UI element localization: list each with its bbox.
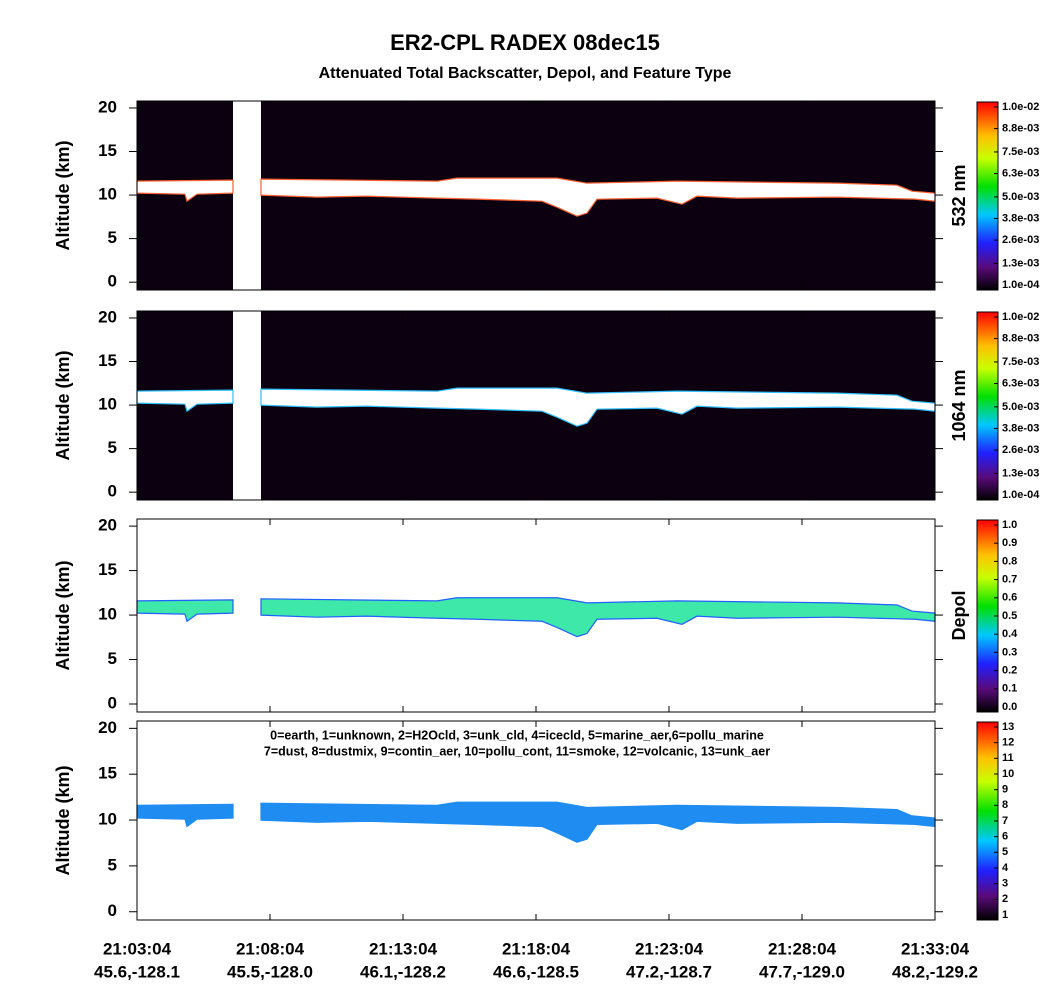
x-tick-label: 21:08:04 xyxy=(236,939,305,958)
colorbar-label: 1064 nm xyxy=(949,369,969,441)
colorbar-tick-label: 1.0e-02 xyxy=(1002,101,1039,113)
y-tick-label: 20 xyxy=(98,97,117,116)
colorbar-tick-label: 3.8e-03 xyxy=(1002,212,1039,224)
colorbar-tick-label: 11 xyxy=(1002,752,1014,764)
colorbar-tick-label: 0.0 xyxy=(1002,701,1017,713)
y-tick-label: 0 xyxy=(108,693,117,712)
y-tick-label: 15 xyxy=(98,560,117,579)
colorbar-tick-label: 2.6e-03 xyxy=(1002,234,1039,246)
y-tick-label: 10 xyxy=(98,810,117,829)
colorbar-label: 532 nm xyxy=(949,164,969,226)
colorbar-tick-label: 0.6 xyxy=(1002,592,1017,604)
colorbar-tick-label: 0.8 xyxy=(1002,555,1017,567)
x-tick-location: 48.2,-129.2 xyxy=(892,962,978,981)
annotation: 7=dust, 8=dustmix, 9=contin_aer, 10=poll… xyxy=(264,744,770,758)
y-tick-label: 0 xyxy=(108,272,117,291)
y-tick-label: 15 xyxy=(98,141,117,160)
colorbar-tick-label: 0.1 xyxy=(1002,683,1017,695)
y-tick-label: 15 xyxy=(98,764,117,783)
colorbar-tick-label: 2 xyxy=(1002,893,1008,905)
x-tick-label: 21:03:04 xyxy=(103,939,172,958)
colorbar-tick-label: 1.0 xyxy=(1002,519,1017,531)
colorbar-tick-label: 12 xyxy=(1002,737,1014,749)
x-tick-label: 21:23:04 xyxy=(635,939,704,958)
y-tick-label: 5 xyxy=(108,855,117,874)
colorbar-tick-label: 7 xyxy=(1002,815,1008,827)
colorbar-tick-label: 6 xyxy=(1002,831,1008,843)
colorbar-tick-label: 10 xyxy=(1002,768,1014,780)
colorbar-tick-label: 3.8e-03 xyxy=(1002,422,1039,434)
y-tick-label: 10 xyxy=(98,185,117,204)
colorbar-tick-label: 5.0e-03 xyxy=(1002,401,1039,413)
colorbar-tick-label: 9 xyxy=(1002,784,1008,796)
x-tick-location: 47.7,-129.0 xyxy=(759,962,845,981)
colorbar-tick-label: 1.0e-04 xyxy=(1002,279,1040,291)
y-tick-label: 5 xyxy=(108,649,117,668)
colorbar-tick-label: 6.3e-03 xyxy=(1002,377,1039,389)
annotation: 0=earth, 1=unknown, 2=H2Ocld, 3=unk_cld,… xyxy=(270,728,764,742)
colorbar-tick-label: 13 xyxy=(1002,721,1014,733)
colorbar-tick-label: 0.3 xyxy=(1002,646,1017,658)
colorbar-tick-label: 0.2 xyxy=(1002,665,1017,677)
y-axis-label: Altitude (km) xyxy=(53,140,73,250)
colorbar xyxy=(976,101,999,291)
colorbar-tick-label: 4 xyxy=(1002,862,1009,874)
colorbar-tick-label: 0.9 xyxy=(1002,537,1017,549)
y-tick-label: 20 xyxy=(98,718,117,737)
colorbar-tick-label: 8.8e-03 xyxy=(1002,332,1039,344)
colorbar-tick-label: 1.0e-04 xyxy=(1002,489,1040,501)
title: ER2-CPL RADEX 08dec15 xyxy=(390,30,660,55)
colorbar-tick-label: 3 xyxy=(1002,878,1008,890)
colorbar-tick-label: 7.5e-03 xyxy=(1002,146,1039,158)
x-tick-label: 21:33:04 xyxy=(901,939,970,958)
y-tick-label: 0 xyxy=(108,901,117,920)
y-tick-label: 5 xyxy=(108,438,117,457)
colorbar-tick-label: 8 xyxy=(1002,799,1008,811)
colorbar-tick-label: 1.0e-02 xyxy=(1002,311,1039,323)
x-tick-location: 46.1,-128.2 xyxy=(360,962,446,981)
x-tick-location: 45.5,-128.0 xyxy=(227,962,313,981)
x-tick-label: 21:13:04 xyxy=(369,939,438,958)
colorbar-label: Depol xyxy=(949,590,969,640)
colorbar-tick-label: 5.0e-03 xyxy=(1002,191,1039,203)
colorbar-tick-label: 0.4 xyxy=(1002,628,1018,640)
y-tick-label: 20 xyxy=(98,516,117,535)
colorbar-tick-label: 7.5e-03 xyxy=(1002,356,1039,368)
colorbar-tick-label: 2.6e-03 xyxy=(1002,444,1039,456)
y-tick-label: 10 xyxy=(98,395,117,414)
y-tick-label: 0 xyxy=(108,482,117,501)
x-tick-location: 45.6,-128.1 xyxy=(94,962,180,981)
y-axis-label: Altitude (km) xyxy=(53,350,73,460)
colorbar-tick-label: 1.3e-03 xyxy=(1002,257,1039,269)
colorbar-tick-label: 0.7 xyxy=(1002,574,1017,586)
x-tick-location: 46.6,-128.5 xyxy=(493,962,579,981)
colorbar-tick-label: 1.3e-03 xyxy=(1002,467,1039,479)
data-gap xyxy=(233,101,261,290)
colorbar-tick-label: 8.8e-03 xyxy=(1002,122,1039,134)
y-axis-label: Altitude (km) xyxy=(53,765,73,875)
x-tick-location: 47.2,-128.7 xyxy=(626,962,712,981)
colorbar-tick-label: 6.3e-03 xyxy=(1002,167,1039,179)
x-tick-label: 21:18:04 xyxy=(502,939,571,958)
x-tick-label: 21:28:04 xyxy=(768,939,837,958)
colorbar-tick-label: 5 xyxy=(1002,846,1008,858)
y-tick-label: 10 xyxy=(98,605,117,624)
colorbar xyxy=(976,311,999,501)
data-gap xyxy=(233,311,261,500)
y-tick-label: 20 xyxy=(98,307,117,326)
y-tick-label: 15 xyxy=(98,351,117,370)
y-axis-label: Altitude (km) xyxy=(53,560,73,670)
subtitle: Attenuated Total Backscatter, Depol, and… xyxy=(319,65,732,82)
colorbar-tick-label: 1 xyxy=(1002,909,1008,921)
colorbar-tick-label: 0.5 xyxy=(1002,610,1017,622)
y-tick-label: 5 xyxy=(108,228,117,247)
